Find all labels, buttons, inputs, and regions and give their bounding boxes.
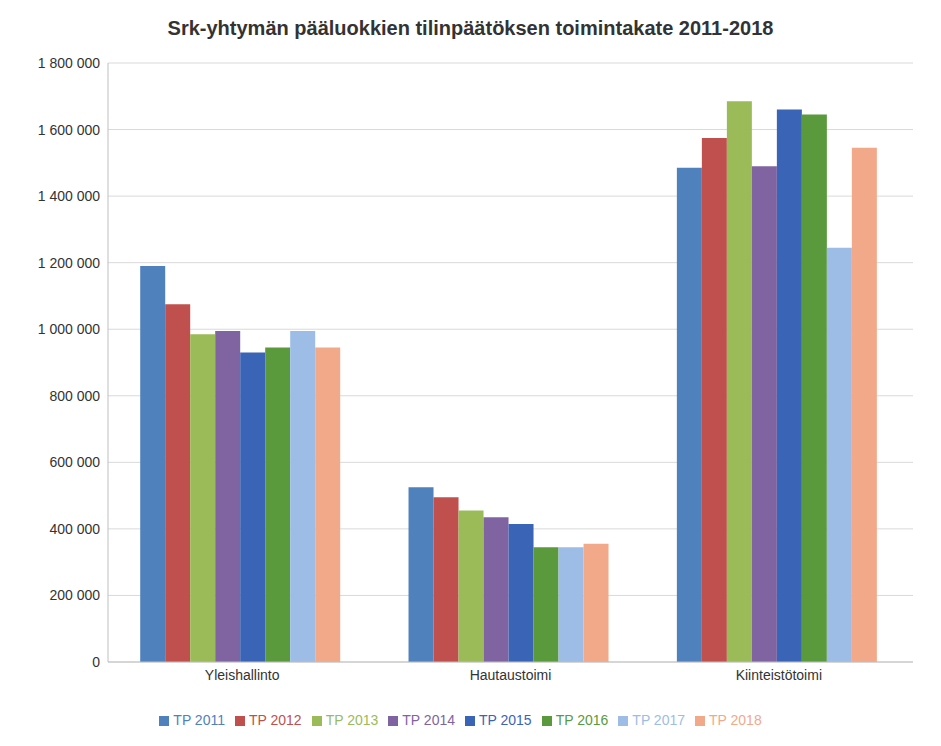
svg-text:Kiinteistötoimi: Kiinteistötoimi [736, 667, 822, 683]
svg-text:1 800 000: 1 800 000 [38, 55, 100, 71]
svg-text:1 200 000: 1 200 000 [38, 255, 100, 271]
svg-text:1 600 000: 1 600 000 [38, 122, 100, 138]
html-text:TP 2014: TP 2014 [402, 712, 455, 728]
html-text:TP 2018: TP 2018 [709, 712, 762, 728]
svg-text:200 000: 200 000 [49, 587, 100, 603]
svg-text:1 000 000: 1 000 000 [38, 321, 100, 337]
svg-text:800 000: 800 000 [49, 388, 100, 404]
svg-text:1 400 000: 1 400 000 [38, 188, 100, 204]
html-text:Srk-yhtymän pääluokkien tilinp: Srk-yhtymän pääluokkien tilinpäätöksen t… [167, 17, 774, 39]
svg-text:Hautaustoimi: Hautaustoimi [470, 667, 552, 683]
svg-text:Yleishallinto: Yleishallinto [205, 667, 280, 683]
html-text:TP 2016: TP 2016 [555, 712, 609, 728]
html-text:TP 2017: TP 2017 [632, 712, 685, 728]
html-text:TP 2015: TP 2015 [479, 712, 532, 728]
html-text:TP 2011: TP 2011 [173, 712, 225, 728]
svg-text:0: 0 [92, 654, 100, 670]
html-text:TP 2012: TP 2012 [249, 712, 302, 728]
html-text:TP 2013: TP 2013 [325, 712, 379, 728]
svg-text:600 000: 600 000 [49, 454, 100, 470]
svg-text:400 000: 400 000 [49, 521, 100, 537]
